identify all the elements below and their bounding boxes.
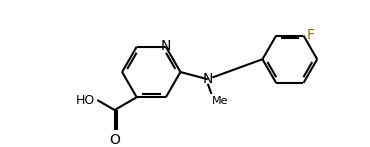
Text: O: O bbox=[109, 133, 120, 147]
Text: F: F bbox=[306, 28, 314, 42]
Text: HO: HO bbox=[76, 93, 95, 107]
Text: Me: Me bbox=[212, 96, 229, 106]
Text: N: N bbox=[203, 72, 213, 86]
Text: N: N bbox=[161, 39, 171, 53]
